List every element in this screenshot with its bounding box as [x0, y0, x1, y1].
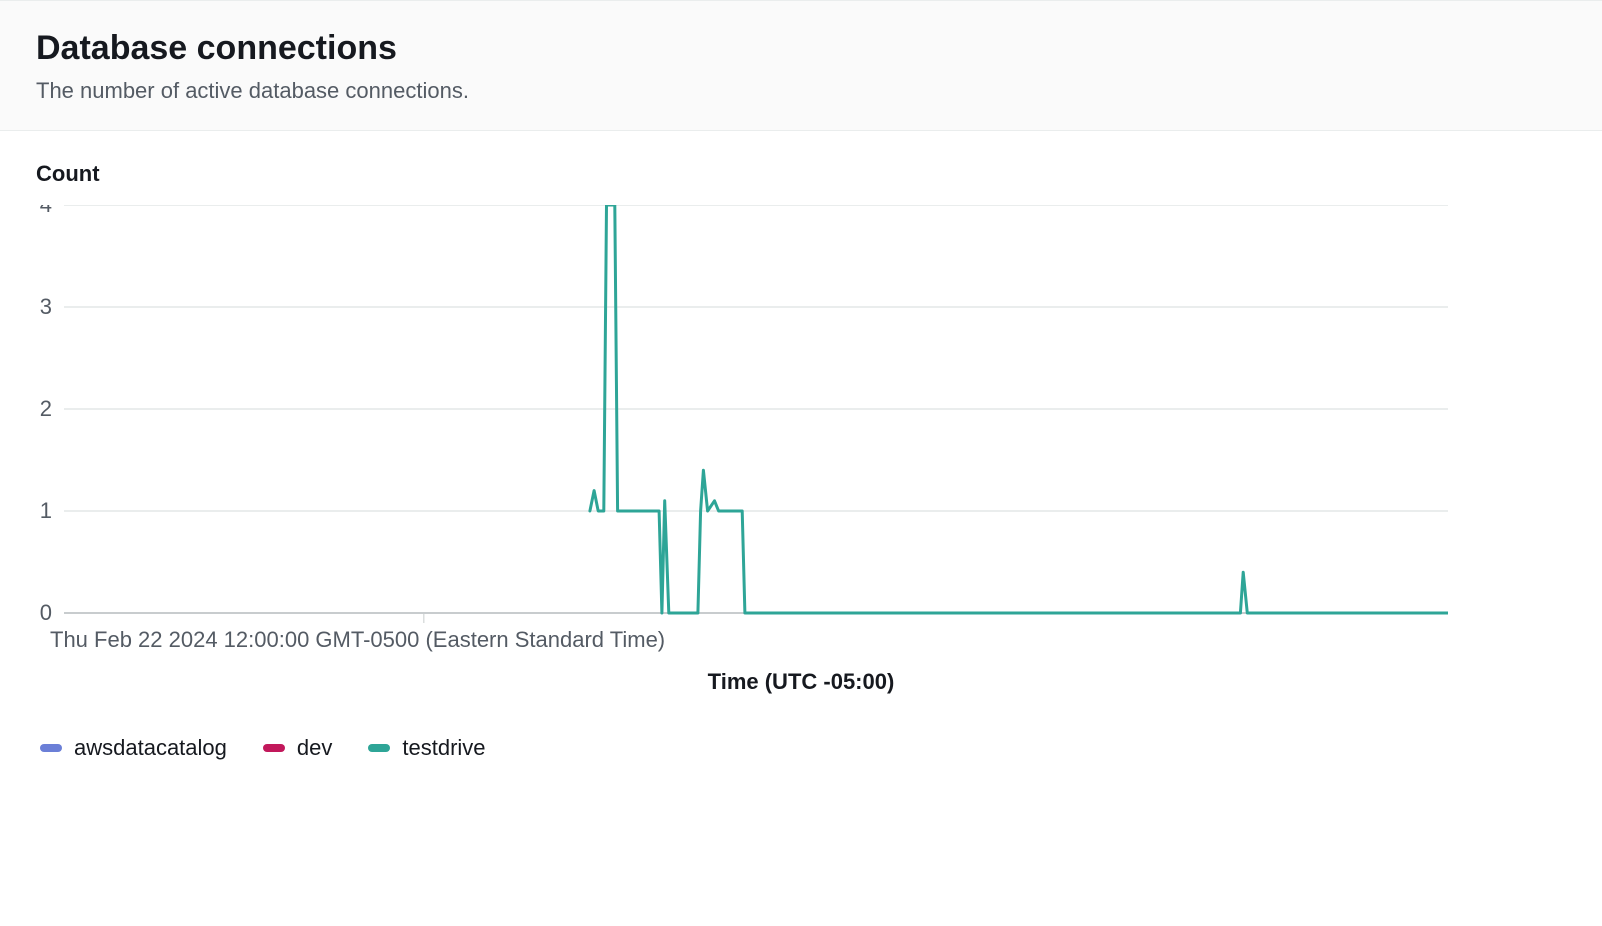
panel-subtitle: The number of active database connection… — [36, 78, 1566, 104]
chart-container: Count 0 1 2 3 4 Thu Feb 22 2024 12:00:00 GMT-… — [0, 131, 1602, 781]
line-chart[interactable]: 0 1 2 3 4 Thu Feb 22 2024 12:00:00 GMT-0500 (… — [36, 205, 1448, 655]
metrics-panel: Database connections The number of activ… — [0, 0, 1602, 781]
legend-item-testdrive[interactable]: testdrive — [368, 735, 485, 761]
legend-label: awsdatacatalog — [74, 735, 227, 761]
panel-title: Database connections — [36, 29, 1566, 68]
y-tick-label: 3 — [40, 294, 52, 319]
y-axis-label: Count — [36, 161, 1566, 187]
y-tick-label: 2 — [40, 396, 52, 421]
legend-label: dev — [297, 735, 332, 761]
legend-label: testdrive — [402, 735, 485, 761]
x-axis-label: Time (UTC -05:00) — [36, 669, 1566, 695]
legend-swatch — [40, 744, 62, 752]
legend-swatch — [263, 744, 285, 752]
y-tick-label: 1 — [40, 498, 52, 523]
x-tick-label: Thu Feb 22 2024 12:00:00 GMT-0500 (Easte… — [50, 627, 665, 652]
y-tick-label: 4 — [40, 205, 52, 217]
legend-swatch — [368, 744, 390, 752]
y-tick-label: 0 — [40, 600, 52, 625]
panel-header: Database connections The number of activ… — [0, 0, 1602, 131]
legend-item-dev[interactable]: dev — [263, 735, 332, 761]
legend-item-awsdatacatalog[interactable]: awsdatacatalog — [40, 735, 227, 761]
chart-legend: awsdatacatalog dev testdrive — [36, 735, 1566, 761]
